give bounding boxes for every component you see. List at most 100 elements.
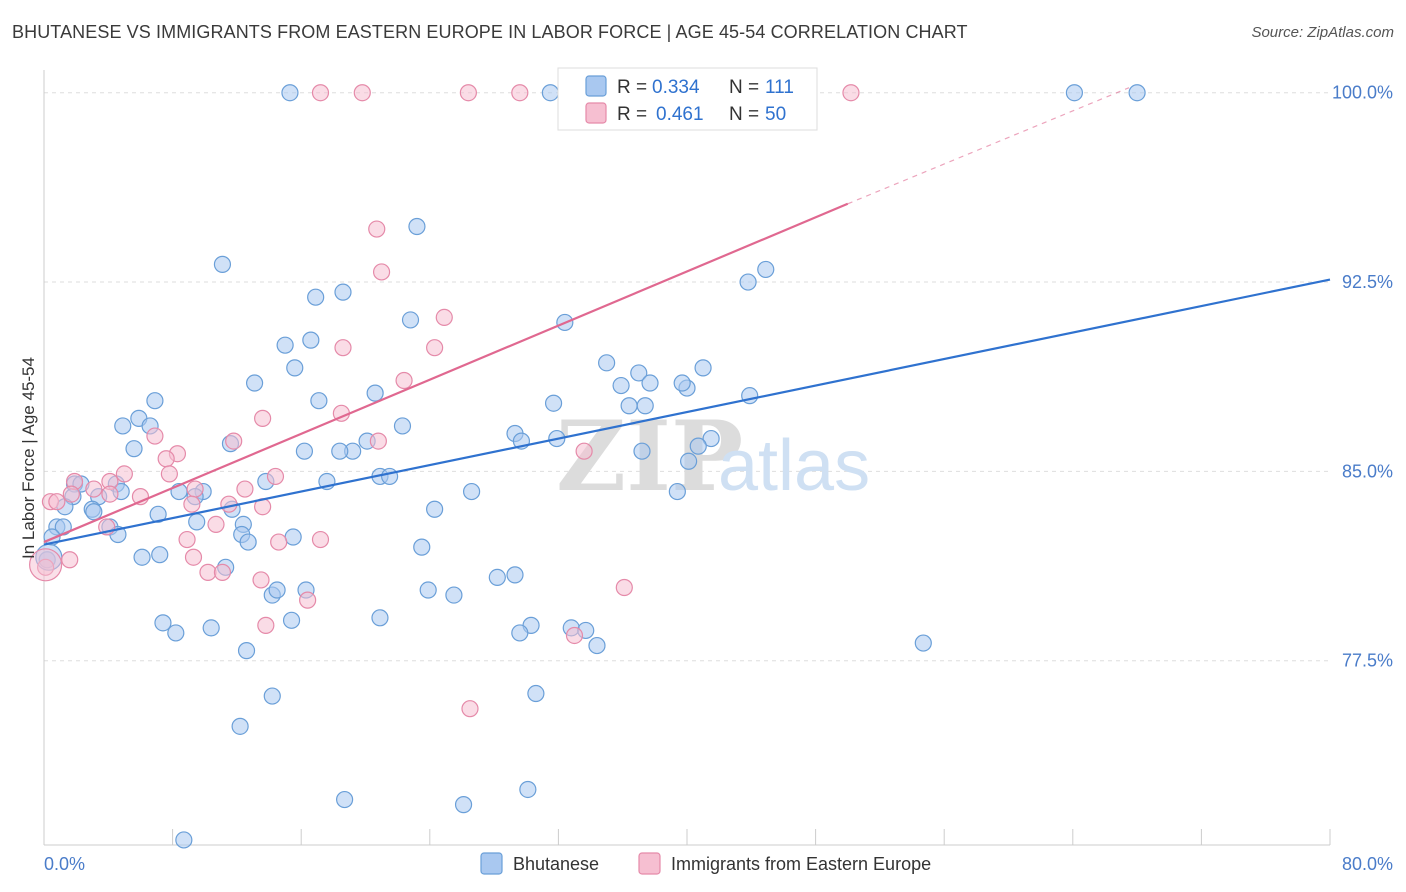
eastern-europe-point (459, 84, 477, 102)
bhutanese-point (633, 442, 651, 460)
bhutanese-point (408, 217, 426, 236)
bhutanese-point (85, 503, 103, 521)
y-tick-label: 85.0% (1342, 461, 1393, 481)
legend-r-value-pink: 0.461 (656, 104, 704, 125)
eastern-europe-point (426, 339, 444, 357)
bhutanese-point (284, 528, 302, 546)
eastern-europe-point (157, 450, 175, 468)
bhutanese-point (445, 586, 463, 604)
bhutanese-point (673, 374, 691, 392)
eastern-europe-point (299, 591, 317, 609)
series-eastern-europe-points (29, 84, 860, 718)
bhutanese-point (630, 364, 648, 382)
bhutanese-point (1065, 84, 1084, 102)
legend-n-label-pink: N = (729, 104, 759, 125)
eastern-europe-point (101, 485, 119, 503)
eastern-europe-point (615, 578, 633, 597)
legend-bottom-label-blue: Bhutanese (513, 854, 599, 874)
bhutanese-point (146, 392, 164, 410)
y-tick-label: 77.5% (1342, 651, 1393, 671)
bhutanese-point (689, 437, 707, 455)
eastern-europe-point (511, 84, 529, 102)
x-tick-label-min: 0.0% (44, 854, 85, 874)
eastern-europe-point (199, 563, 217, 581)
bhutanese-point (295, 442, 314, 460)
legend-r-label-blue: R = (617, 77, 647, 98)
eastern-europe-point (213, 563, 232, 581)
eastern-europe-point (183, 495, 201, 513)
bhutanese-point (125, 440, 143, 458)
bhutanese-point (702, 429, 720, 448)
bhutanese-point (154, 614, 172, 632)
bhutanese-point (149, 505, 167, 523)
eastern-europe-point (368, 220, 386, 238)
eastern-europe-trend-line (43, 202, 849, 544)
bhutanese-point (511, 624, 529, 642)
eastern-europe-point (62, 485, 80, 503)
bhutanese-point (237, 642, 256, 660)
trend-lines (43, 87, 1331, 546)
bhutanese-point (268, 581, 286, 599)
bhutanese-point (366, 384, 384, 402)
legend-bottom-label-pink: Immigrants from Eastern Europe (671, 854, 931, 874)
eastern-europe-point (186, 480, 204, 498)
bhutanese-point (914, 634, 932, 652)
legend-r-label-pink: R = (617, 104, 647, 125)
bhutanese-point (527, 684, 545, 703)
bhutanese-point (302, 331, 320, 349)
correlation-legend: R = 0.334 N = 111 R = 0.461 N = 50 (557, 67, 818, 131)
bhutanese-point (114, 417, 132, 435)
bhutanese-point (381, 467, 399, 486)
bhutanese-point (202, 619, 220, 637)
bhutanese-point (133, 548, 151, 566)
bhutanese-point (310, 392, 328, 410)
bhutanese-trend-line (43, 278, 1331, 546)
legend-n-label-blue: N = (729, 77, 759, 98)
series-legend: Bhutanese Immigrants from Eastern Europe (480, 852, 931, 875)
eastern-europe-point (225, 432, 243, 450)
eastern-europe-point (266, 467, 285, 486)
eastern-europe-point (311, 84, 330, 102)
eastern-europe-point (369, 432, 387, 450)
bhutanese-point (151, 546, 169, 564)
bhutanese-point (231, 717, 249, 735)
eastern-europe-point (178, 530, 196, 549)
eastern-europe-point (115, 465, 133, 483)
bhutanese-point (519, 780, 537, 799)
eastern-europe-point (842, 84, 860, 102)
bhutanese-point (263, 687, 281, 705)
eastern-europe-point (48, 493, 66, 511)
bhutanese-point (426, 500, 444, 518)
bhutanese-point (276, 336, 294, 354)
y-tick-label: 92.5% (1342, 272, 1393, 292)
eastern-europe-point (461, 700, 479, 718)
bhutanese-point (598, 354, 616, 372)
bhutanese-point (588, 636, 606, 655)
eastern-europe-point (565, 626, 584, 645)
bhutanese-point (175, 831, 193, 849)
bhutanese-point (245, 374, 264, 392)
bhutanese-point (286, 359, 304, 377)
bhutanese-point (331, 442, 349, 460)
eastern-europe-point (236, 480, 254, 498)
bhutanese-point (1128, 84, 1146, 102)
bhutanese-point (636, 397, 654, 415)
bhutanese-point (488, 568, 506, 587)
eastern-europe-point (372, 263, 391, 281)
bhutanese-point (334, 283, 352, 301)
bhutanese-point (739, 273, 757, 291)
eastern-europe-point (85, 480, 103, 498)
bhutanese-point (188, 513, 206, 531)
bhutanese-point (541, 84, 559, 102)
eastern-europe-point (207, 515, 225, 533)
watermark-atlas: atlas (718, 426, 870, 506)
bhutanese-point (544, 394, 563, 412)
bhutanese-point (167, 624, 185, 642)
bhutanese-point (371, 609, 389, 627)
bhutanese-point (282, 611, 301, 629)
eastern-europe-point-large (29, 548, 63, 582)
bhutanese-point (454, 796, 473, 814)
y-tick-labels: 100.0% 92.5% 85.0% 77.5% (1332, 83, 1393, 671)
bhutanese-point (281, 84, 299, 102)
eastern-europe-point (252, 571, 270, 589)
